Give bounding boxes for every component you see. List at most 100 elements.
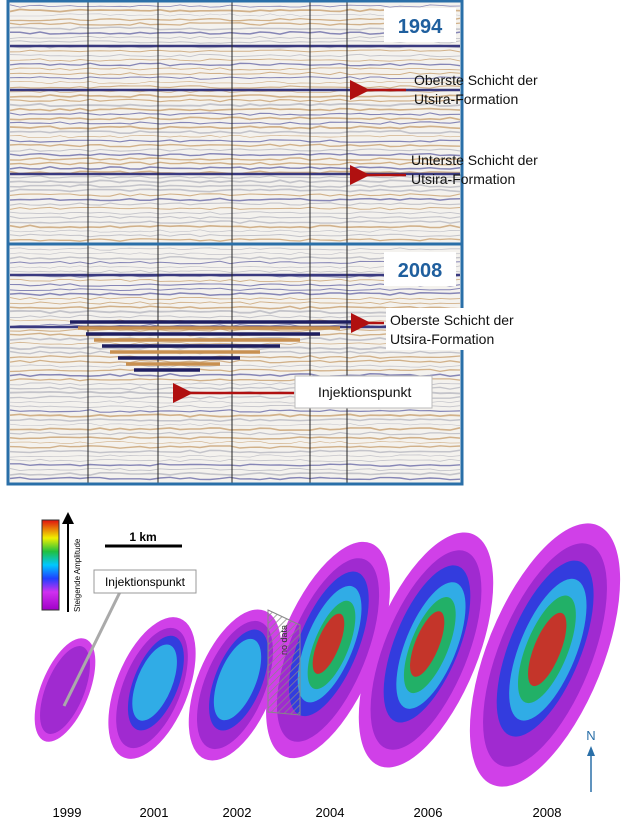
reflector [9, 467, 461, 472]
plume [469, 523, 621, 787]
no-data-area [267, 609, 301, 716]
label-box [386, 308, 556, 350]
reflector [9, 309, 461, 315]
reflector [9, 53, 461, 58]
reflector [9, 107, 461, 112]
reflector [9, 143, 461, 148]
reflector [9, 328, 461, 332]
reflector [9, 152, 461, 157]
reflector [9, 224, 461, 229]
callout-box [93, 569, 197, 594]
year: 1994 [398, 16, 443, 38]
reflector [9, 233, 461, 238]
plume-level [410, 611, 445, 677]
year-label: 2008 [533, 805, 562, 820]
year-label: 2004 [316, 805, 345, 820]
plume [108, 617, 196, 759]
reflector [9, 413, 461, 418]
reflector [10, 463, 461, 467]
reflector [9, 409, 461, 413]
reflector [9, 4, 461, 8]
reflector [9, 193, 461, 197]
reflector [9, 215, 461, 220]
reflector [9, 238, 461, 242]
reflector [9, 301, 461, 305]
scale-label: 1 km [129, 530, 156, 544]
reflector [9, 202, 461, 206]
reflector [9, 125, 461, 130]
no-data-label: no data [279, 625, 289, 655]
year-label: 2001 [140, 805, 169, 820]
reflector [9, 220, 461, 224]
plume-level [132, 644, 177, 721]
reflector [9, 76, 461, 80]
reflector [9, 471, 461, 476]
reflector [9, 449, 461, 454]
plume-maps: 1999 2001 2002 2004 2006 2008 [34, 523, 621, 820]
reflector [9, 112, 461, 116]
plume-level [312, 613, 345, 674]
plume-core [40, 646, 90, 734]
reflector [9, 476, 461, 481]
reflector [9, 58, 461, 62]
reflector [9, 458, 461, 463]
reflector [9, 71, 461, 76]
reflector [9, 454, 461, 458]
reflector [9, 296, 461, 301]
reflector [9, 292, 461, 296]
reflector [9, 161, 461, 166]
year-box [384, 252, 456, 286]
reflector [9, 423, 461, 427]
label: Oberste Schicht der Utsira-Formation [390, 312, 514, 347]
callout: Injektionspunkt [105, 575, 186, 589]
reflector [9, 184, 461, 188]
reflector [9, 359, 461, 364]
reflector [9, 67, 461, 71]
reflector [9, 116, 461, 121]
arrow-head [62, 512, 74, 524]
arrow-head [587, 746, 595, 756]
reflector [9, 80, 461, 85]
reflector [9, 287, 461, 292]
reflector [9, 445, 461, 449]
reflector [9, 166, 461, 170]
reflector [9, 418, 461, 422]
reflector [9, 368, 461, 373]
label: Injektionspunkt [318, 384, 412, 400]
reflector [9, 197, 461, 202]
year-box [384, 8, 456, 42]
year-label: 1999 [53, 805, 82, 820]
reflector [9, 188, 461, 193]
plume [34, 638, 96, 742]
reflector [9, 436, 461, 440]
reflector [9, 211, 461, 215]
reflector [9, 139, 460, 143]
reflector [9, 229, 461, 233]
reflector [9, 431, 461, 436]
reflector [9, 98, 461, 103]
callout-line [62, 591, 122, 707]
reflector [9, 148, 461, 152]
color-scale [41, 519, 60, 611]
reflector [9, 305, 461, 310]
reflector [9, 341, 461, 346]
legend-label: Steigende Amplitude [73, 538, 82, 612]
reflector [9, 157, 461, 161]
reflector [9, 93, 461, 98]
reflector [9, 364, 461, 368]
year: 2008 [398, 260, 443, 282]
reflector [9, 121, 461, 125]
year-label: 2006 [414, 805, 443, 820]
label-box [294, 375, 433, 409]
reflector [9, 206, 461, 211]
reflector [9, 85, 461, 89]
reflector [9, 440, 461, 445]
reflector [9, 134, 461, 139]
plume-level [528, 612, 567, 687]
reflector [9, 426, 461, 432]
reflector [9, 373, 461, 377]
reflector [9, 102, 461, 108]
reflector [10, 314, 461, 319]
